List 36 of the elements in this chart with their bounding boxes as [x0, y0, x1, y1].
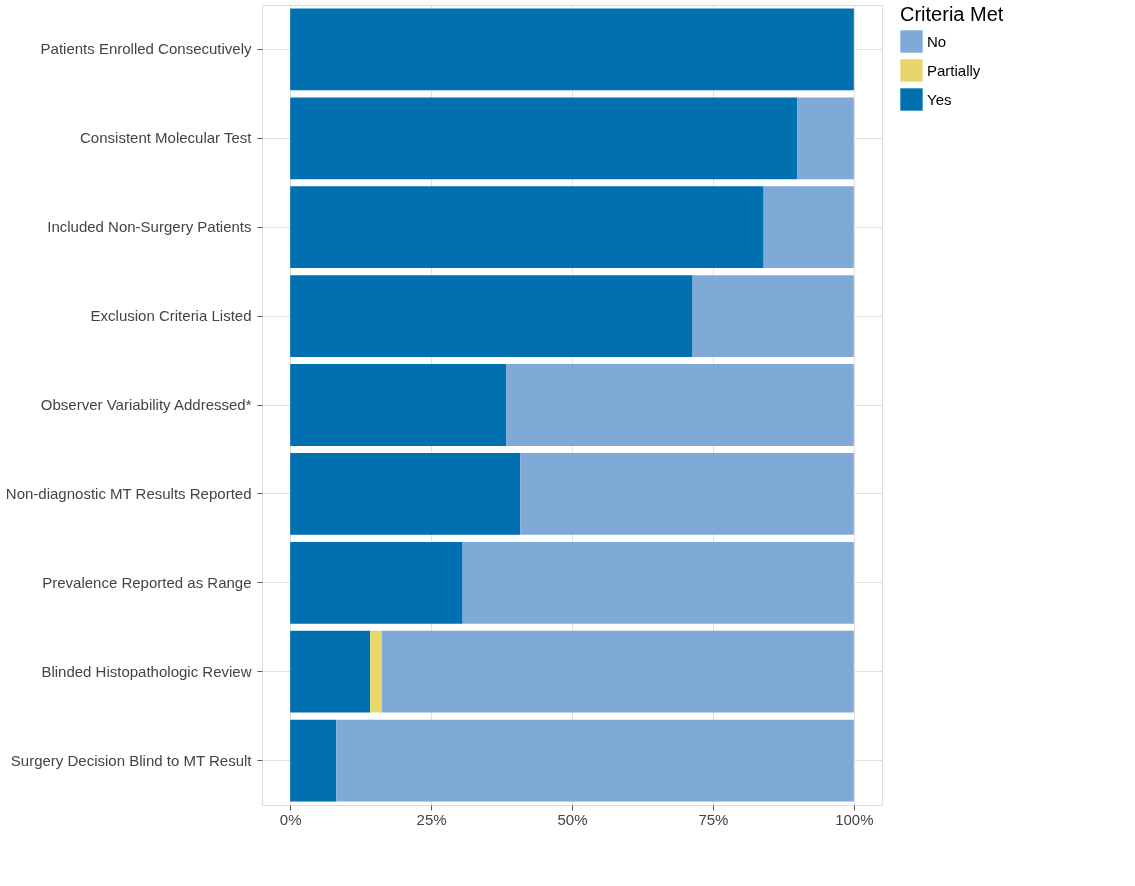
bar — [290, 453, 521, 535]
y-tick-label: Included Non-Surgery Patients — [47, 218, 252, 236]
x-tick-label: 50% — [557, 810, 588, 828]
y-tick-label: Exclusion Criteria Listed — [90, 307, 252, 325]
bar — [290, 97, 798, 180]
bar — [290, 541, 463, 624]
y-tick-label: Observer Variability Addressed* — [40, 396, 252, 413]
bar — [370, 630, 383, 713]
x-tick-label: 25% — [416, 810, 447, 828]
y-tick-label: Patients Enrolled Consecutively — [40, 40, 252, 58]
y-tick-label: Prevalence Reported as Range — [42, 573, 252, 591]
y-tick-label: Surgery Decision Blind to MT Result — [10, 751, 253, 769]
bar — [290, 186, 764, 269]
y-tick-label: Non-diagnostic MT Results Reported — [5, 484, 252, 502]
bar — [290, 719, 337, 802]
y-tick-label: Blinded Histopathologic Review — [41, 662, 252, 680]
x-tick-label: 75% — [698, 810, 729, 828]
bar — [290, 8, 854, 91]
bar — [520, 453, 854, 535]
legend-label: Partially — [927, 61, 981, 79]
bar — [290, 364, 507, 446]
bar — [763, 186, 854, 269]
x-tick-label: 100% — [835, 810, 874, 828]
legend-label: No — [927, 32, 947, 50]
bar — [290, 275, 693, 357]
legend-title: Criteria Met — [900, 3, 1004, 25]
bar — [797, 97, 854, 180]
bar — [336, 719, 854, 802]
y-tick-label: Consistent Molecular Test — [80, 129, 253, 147]
bar — [382, 630, 854, 713]
legend-label: Yes — [927, 90, 952, 108]
bar — [506, 364, 854, 446]
x-tick-label: 0% — [279, 810, 302, 828]
bar — [692, 275, 854, 357]
bar — [290, 630, 371, 713]
bar — [462, 541, 854, 624]
